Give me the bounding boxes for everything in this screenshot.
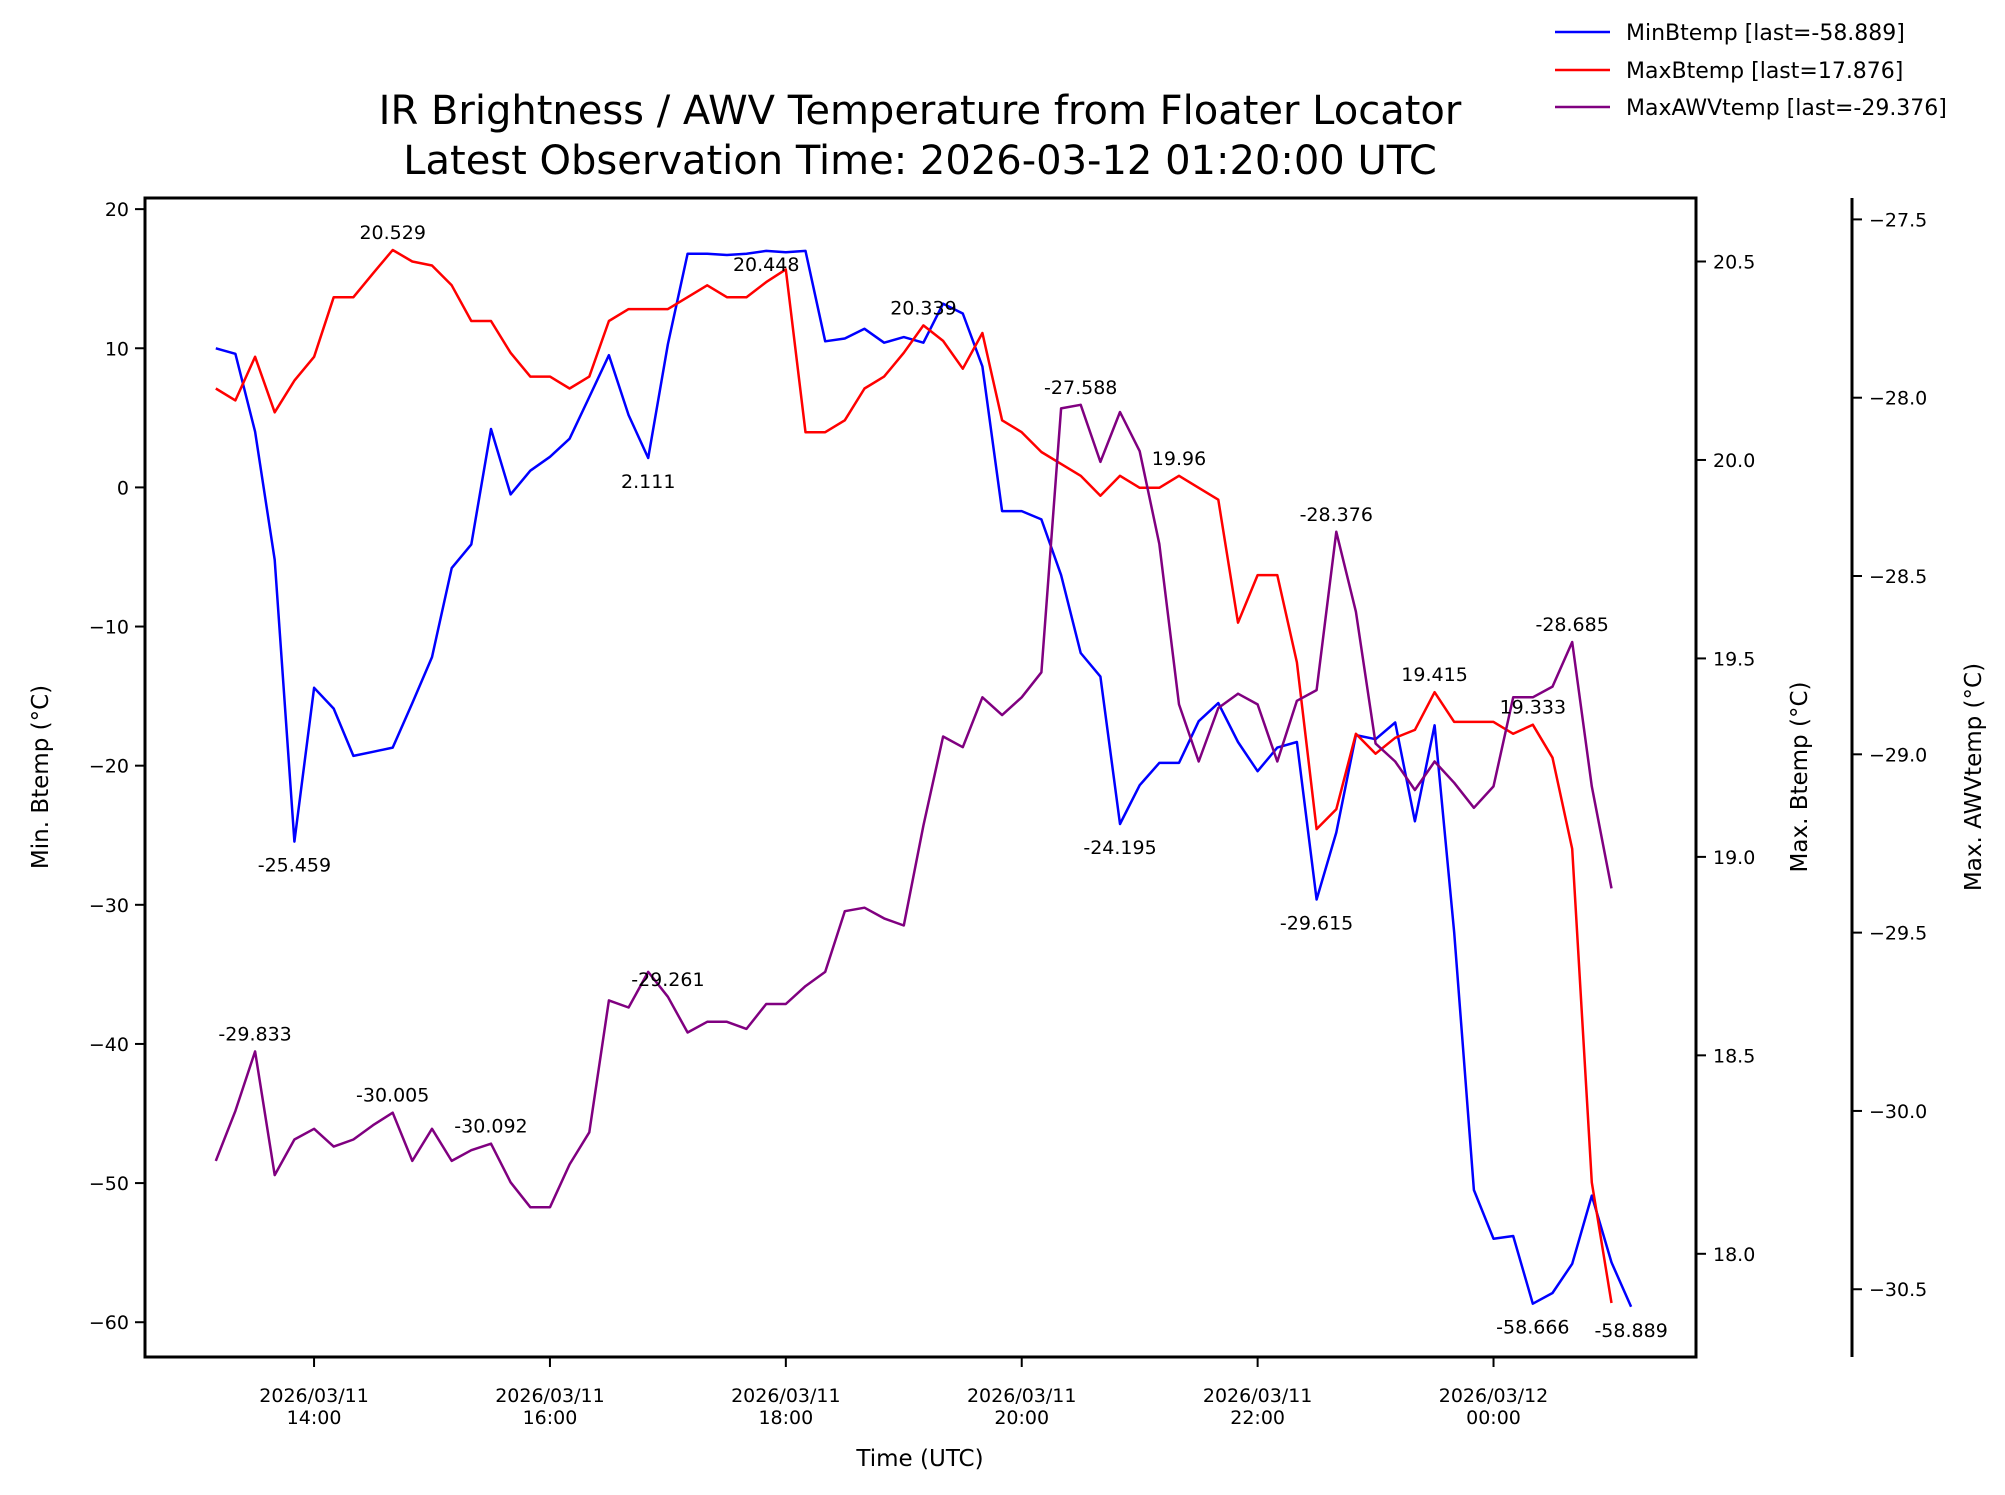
data-label: -27.588 bbox=[1044, 377, 1117, 399]
y3-tick-label: −27.5 bbox=[1869, 209, 1927, 231]
x-tick-label: 16:00 bbox=[523, 1407, 578, 1429]
y3-tick-label: −29.5 bbox=[1869, 923, 1927, 945]
data-label: -58.666 bbox=[1496, 1317, 1569, 1339]
series-line-2 bbox=[214, 403, 1613, 1209]
y3-tick-label: −30.5 bbox=[1869, 1279, 1927, 1301]
x-tick-label: 20:00 bbox=[994, 1407, 1049, 1429]
x-tick-label: 2026/03/11 bbox=[731, 1385, 841, 1407]
y2-tick-label: 18.5 bbox=[1713, 1045, 1755, 1067]
data-label: -29.615 bbox=[1280, 912, 1353, 934]
data-label: -30.092 bbox=[454, 1116, 527, 1138]
y1-tick-label: −60 bbox=[89, 1312, 129, 1334]
legend-label-maxawvtemp: MaxAWVtemp [last=-29.376] bbox=[1626, 96, 1947, 121]
y1-tick-label: 0 bbox=[117, 477, 129, 499]
y3-tick-label: −28.0 bbox=[1869, 388, 1927, 410]
data-label: -30.005 bbox=[356, 1085, 429, 1107]
legend-label-maxbtemp: MaxBtemp [last=17.876] bbox=[1626, 59, 1903, 84]
y1-tick-label: −10 bbox=[89, 617, 129, 639]
legend: MinBtemp [last=-58.889] MaxBtemp [last=1… bbox=[1555, 21, 1947, 121]
x-axis-label: Time (UTC) bbox=[855, 1446, 983, 1472]
y3-tick-label: −30.0 bbox=[1869, 1101, 1927, 1123]
y2-tick-label: 20.5 bbox=[1713, 252, 1755, 274]
data-label: -29.261 bbox=[631, 969, 704, 991]
data-label: -24.195 bbox=[1083, 837, 1156, 859]
axes-layer: 2026/03/1114:002026/03/1116:002026/03/11… bbox=[89, 198, 1927, 1429]
data-label: -28.376 bbox=[1300, 504, 1373, 526]
legend-label-minbtemp: MinBtemp [last=-58.889] bbox=[1626, 21, 1905, 46]
x-tick-label: 2026/03/11 bbox=[259, 1385, 369, 1407]
data-label: -58.889 bbox=[1594, 1320, 1667, 1342]
data-label: 19.333 bbox=[1500, 697, 1566, 719]
annotations-layer: -25.459 2.111 -24.195 -29.615 -58.666 -58.889… bbox=[218, 222, 1667, 1342]
y1-tick-label: −20 bbox=[89, 756, 129, 778]
y1-tick-label: 20 bbox=[105, 199, 129, 221]
y2-tick-label: 18.0 bbox=[1713, 1244, 1755, 1266]
x-tick-label: 18:00 bbox=[758, 1407, 813, 1429]
x-tick-label: 2026/03/12 bbox=[1439, 1385, 1549, 1407]
y1-tick-label: −50 bbox=[89, 1173, 129, 1195]
data-label: -29.833 bbox=[218, 1023, 291, 1045]
plot-frame bbox=[143, 196, 1698, 1359]
series-layer bbox=[214, 248, 1633, 1308]
x-tick-label: 00:00 bbox=[1466, 1407, 1521, 1429]
x-tick-label: 22:00 bbox=[1230, 1407, 1285, 1429]
data-label: 20.448 bbox=[733, 254, 799, 276]
y2-tick-label: 20.0 bbox=[1713, 450, 1755, 472]
x-tick-label: 2026/03/11 bbox=[495, 1385, 605, 1407]
series-line-0 bbox=[215, 249, 1633, 1308]
series-line-1 bbox=[215, 248, 1613, 1304]
data-label: 20.339 bbox=[890, 297, 956, 319]
data-label: -28.685 bbox=[1535, 614, 1608, 636]
y2-tick-label: 19.0 bbox=[1713, 847, 1755, 869]
y1-tick-label: −40 bbox=[89, 1034, 129, 1056]
y1-tick-label: 10 bbox=[105, 338, 129, 360]
data-label: 2.111 bbox=[621, 471, 675, 493]
y2-tick-label: 19.5 bbox=[1713, 648, 1755, 670]
data-label: 19.96 bbox=[1152, 448, 1206, 470]
y3-tick-label: −29.0 bbox=[1869, 744, 1927, 766]
y3-tick-label: −28.5 bbox=[1869, 566, 1927, 588]
y1-axis-label: Min. Btemp (°C) bbox=[28, 685, 54, 869]
y1-tick-label: −30 bbox=[89, 895, 129, 917]
data-label: 19.415 bbox=[1401, 664, 1467, 686]
data-label: 20.529 bbox=[359, 222, 425, 244]
data-label: -25.459 bbox=[258, 855, 331, 877]
chart-title: IR Brightness / AWV Temperature from Flo… bbox=[379, 88, 1462, 134]
y2-axis-label: Max. Btemp (°C) bbox=[1787, 682, 1813, 873]
x-tick-label: 14:00 bbox=[287, 1407, 342, 1429]
y3-axis-label: Max. AWVtemp (°C) bbox=[1961, 663, 1987, 891]
chart-subtitle: Latest Observation Time: 2026-03-12 01:2… bbox=[403, 138, 1437, 184]
x-tick-label: 2026/03/11 bbox=[1203, 1385, 1313, 1407]
x-tick-label: 2026/03/11 bbox=[967, 1385, 1077, 1407]
